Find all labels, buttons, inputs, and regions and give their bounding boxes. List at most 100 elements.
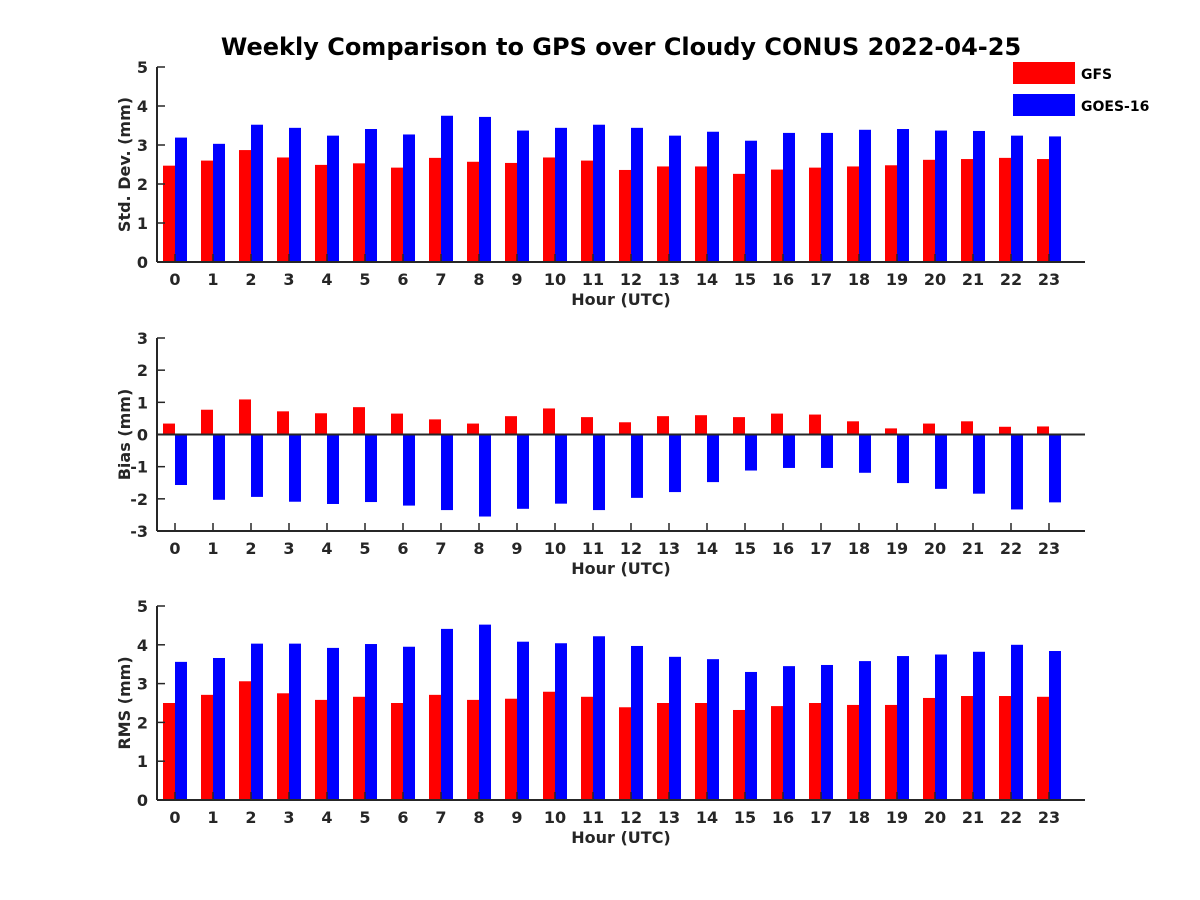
bar-goes16-hour-0 [175, 137, 187, 262]
x-tick-label: 11 [582, 808, 604, 827]
x-tick-label: 7 [435, 270, 446, 289]
bar-goes16-hour-8 [479, 624, 491, 800]
bar-goes16-hour-11 [593, 434, 605, 511]
bar-goes16-hour-17 [821, 664, 833, 800]
x-tick-label: 18 [848, 539, 870, 558]
x-tick-label: 16 [772, 808, 794, 827]
bar-goes16-hour-16 [783, 666, 795, 800]
x-tick-label: 17 [810, 539, 832, 558]
x-tick-label: 20 [924, 539, 946, 558]
bar-gfs-hour-15 [733, 417, 745, 435]
bar-gfs-hour-14 [695, 703, 707, 800]
x-tick-label: 22 [1000, 808, 1022, 827]
bar-goes16-hour-15 [745, 434, 757, 471]
x-tick-label: 3 [283, 808, 294, 827]
bar-goes16-hour-5 [365, 129, 377, 262]
bar-gfs-hour-5 [353, 163, 365, 262]
x-tick-label: 4 [321, 270, 332, 289]
x-tick-label: 19 [886, 539, 908, 558]
x-tick-label: 0 [169, 270, 180, 289]
bar-gfs-hour-1 [201, 409, 213, 435]
x-tick-label: 5 [359, 539, 370, 558]
y-tick-label: -3 [130, 522, 148, 541]
x-tick-label: 9 [511, 808, 522, 827]
bar-goes16-hour-3 [289, 434, 301, 502]
y-tick-label: 0 [137, 253, 148, 272]
bar-goes16-hour-1 [213, 657, 225, 800]
x-tick-label: 1 [207, 808, 218, 827]
bar-goes16-hour-11 [593, 636, 605, 800]
bar-goes16-hour-22 [1011, 644, 1023, 800]
bar-goes16-hour-22 [1011, 434, 1023, 510]
x-tick-label: 4 [321, 539, 332, 558]
bar-goes16-hour-4 [327, 647, 339, 800]
bar-goes16-hour-5 [365, 644, 377, 800]
bar-goes16-hour-16 [783, 132, 795, 262]
bar-gfs-hour-22 [999, 426, 1011, 435]
x-tick-label: 9 [511, 539, 522, 558]
bar-goes16-hour-6 [403, 646, 415, 800]
bar-goes16-hour-6 [403, 134, 415, 262]
x-tick-label: 6 [397, 539, 408, 558]
bar-goes16-hour-9 [517, 434, 529, 509]
y-tick-label: 0 [137, 791, 148, 810]
y-tick-label: 2 [137, 175, 148, 194]
bar-gfs-hour-4 [315, 164, 327, 262]
bar-goes16-hour-13 [669, 135, 681, 262]
x-tick-label: 2 [245, 270, 256, 289]
bar-goes16-hour-20 [935, 654, 947, 800]
x-tick-label: 15 [734, 270, 756, 289]
x-tick-label: 21 [962, 808, 984, 827]
bar-goes16-hour-0 [175, 434, 187, 486]
x-tick-label: 11 [582, 270, 604, 289]
x-tick-label: 7 [435, 808, 446, 827]
x-tick-label: 16 [772, 270, 794, 289]
bar-gfs-hour-9 [505, 162, 517, 262]
bar-goes16-hour-13 [669, 434, 681, 493]
bar-gfs-hour-6 [391, 413, 403, 435]
bar-goes16-hour-2 [251, 434, 263, 497]
x-tick-label: 17 [810, 808, 832, 827]
bar-goes16-hour-14 [707, 131, 719, 262]
x-tick-label: 19 [886, 808, 908, 827]
bar-gfs-hour-8 [467, 161, 479, 262]
y-tick-label: 3 [137, 136, 148, 155]
bar-goes16-hour-18 [859, 434, 871, 473]
bar-gfs-hour-17 [809, 703, 821, 800]
x-tick-label: 8 [473, 539, 484, 558]
bar-goes16-hour-7 [441, 628, 453, 800]
bar-goes16-hour-17 [821, 434, 833, 468]
bar-gfs-hour-13 [657, 416, 669, 435]
x-tick-label: 5 [359, 270, 370, 289]
bar-goes16-hour-4 [327, 434, 339, 504]
bar-goes16-hour-11 [593, 124, 605, 262]
bar-gfs-hour-18 [847, 421, 859, 435]
x-tick-label: 22 [1000, 270, 1022, 289]
x-tick-label: 21 [962, 270, 984, 289]
y-tick-label: 2 [137, 713, 148, 732]
bar-gfs-hour-5 [353, 696, 365, 800]
y-tick-label: 1 [137, 393, 148, 412]
bar-gfs-hour-13 [657, 166, 669, 262]
x-tick-label: 23 [1038, 270, 1060, 289]
bar-gfs-hour-0 [163, 703, 175, 800]
bar-goes16-hour-15 [745, 140, 757, 262]
x-tick-label: 12 [620, 539, 642, 558]
y-tick-label: 2 [137, 361, 148, 380]
bar-gfs-hour-8 [467, 699, 479, 800]
bar-gfs-hour-11 [581, 696, 593, 800]
bar-gfs-hour-16 [771, 706, 783, 800]
bar-gfs-hour-12 [619, 707, 631, 800]
bar-goes16-hour-20 [935, 434, 947, 489]
bar-gfs-hour-1 [201, 160, 213, 262]
bar-gfs-hour-6 [391, 167, 403, 262]
y-tick-label: 0 [137, 426, 148, 445]
y-tick-label: -2 [130, 490, 148, 509]
bar-gfs-hour-22 [999, 696, 1011, 800]
bar-goes16-hour-3 [289, 127, 301, 262]
bar-goes16-hour-23 [1049, 434, 1061, 503]
x-tick-label: 14 [696, 270, 718, 289]
